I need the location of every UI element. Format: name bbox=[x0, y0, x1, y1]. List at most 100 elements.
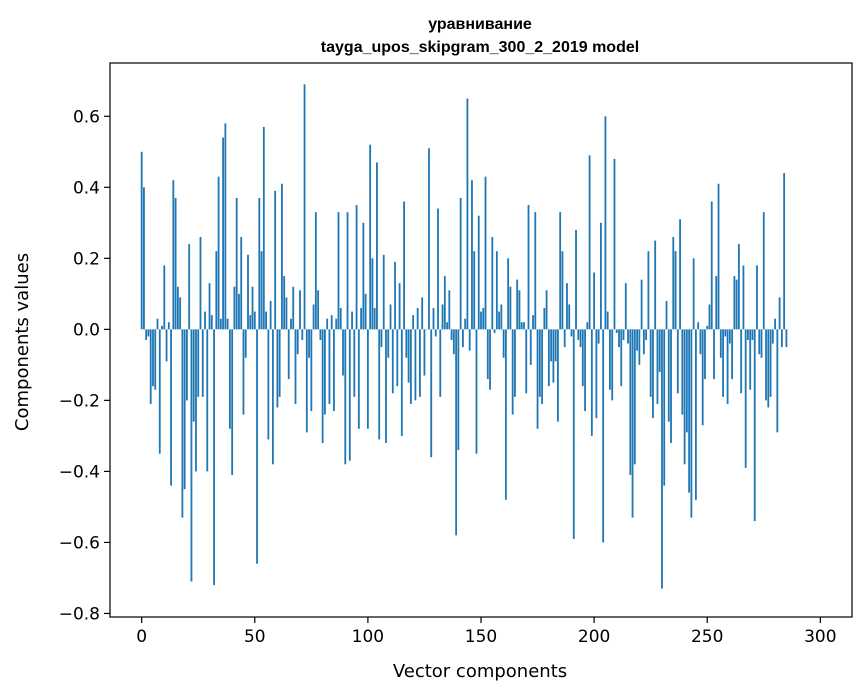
bar-component-247 bbox=[700, 329, 702, 354]
bar-component-69 bbox=[297, 329, 299, 354]
bar-component-251 bbox=[709, 304, 711, 329]
bar-component-138 bbox=[453, 329, 455, 354]
bar-component-147 bbox=[473, 251, 475, 329]
y-tick-label: 0.2 bbox=[73, 249, 100, 269]
bar-component-99 bbox=[365, 294, 367, 330]
bar-component-254 bbox=[715, 276, 717, 329]
bar-component-91 bbox=[347, 212, 349, 329]
bar-component-77 bbox=[315, 212, 317, 329]
bar-component-172 bbox=[530, 329, 532, 365]
bar-component-14 bbox=[172, 180, 174, 329]
bar-component-35 bbox=[220, 319, 222, 330]
bar-component-92 bbox=[349, 329, 351, 460]
bar-component-205 bbox=[605, 116, 607, 329]
bar-component-71 bbox=[301, 329, 303, 340]
bar-component-13 bbox=[170, 329, 172, 485]
bar-component-1 bbox=[143, 187, 145, 329]
bar-component-11 bbox=[166, 329, 168, 361]
x-tick-label: 250 bbox=[691, 627, 723, 647]
bar-component-171 bbox=[528, 205, 530, 329]
bar-component-231 bbox=[663, 329, 665, 485]
bar-component-109 bbox=[387, 329, 389, 357]
bar-component-175 bbox=[537, 329, 539, 428]
bar-component-206 bbox=[607, 312, 609, 330]
bar-component-58 bbox=[272, 329, 274, 464]
bar-component-78 bbox=[317, 290, 319, 329]
y-tick-label: 0.6 bbox=[73, 107, 100, 127]
bar-component-218 bbox=[634, 329, 636, 464]
bar-component-282 bbox=[779, 297, 781, 329]
y-tick-label: −0.4 bbox=[59, 462, 100, 482]
bar-component-243 bbox=[690, 329, 692, 517]
bar-component-124 bbox=[421, 297, 423, 329]
bar-component-274 bbox=[761, 329, 763, 357]
bar-component-149 bbox=[478, 216, 480, 330]
bar-component-148 bbox=[476, 329, 478, 453]
bar-component-281 bbox=[776, 329, 778, 432]
bar-component-187 bbox=[564, 329, 566, 347]
bar-component-244 bbox=[693, 258, 695, 329]
bar-component-164 bbox=[512, 329, 514, 414]
bar-component-117 bbox=[405, 329, 407, 357]
bar-component-116 bbox=[403, 202, 405, 330]
bar-component-83 bbox=[329, 329, 331, 404]
bar-component-94 bbox=[353, 329, 355, 396]
bar-component-228 bbox=[657, 329, 659, 404]
bar-component-196 bbox=[584, 329, 586, 411]
bar-component-272 bbox=[756, 265, 758, 329]
bar-component-248 bbox=[702, 329, 704, 425]
bar-component-198 bbox=[589, 155, 591, 329]
bar-component-113 bbox=[396, 329, 398, 386]
bar-component-285 bbox=[785, 329, 787, 347]
bar-component-162 bbox=[507, 258, 509, 329]
bar-component-277 bbox=[767, 329, 769, 407]
bar-component-66 bbox=[290, 319, 292, 330]
bar-component-75 bbox=[310, 329, 312, 411]
x-tick-label: 150 bbox=[465, 627, 497, 647]
chart-title-line-1: уравнивание bbox=[428, 16, 532, 33]
bar-component-47 bbox=[247, 255, 249, 330]
bar-component-185 bbox=[559, 212, 561, 329]
x-axis-label: Vector components bbox=[393, 661, 567, 682]
bar-component-255 bbox=[718, 184, 720, 330]
y-tick-label: 0.4 bbox=[73, 178, 100, 198]
bar-component-154 bbox=[489, 329, 491, 389]
bar-component-201 bbox=[595, 329, 597, 418]
bar-component-174 bbox=[534, 212, 536, 329]
bar-component-43 bbox=[238, 294, 240, 330]
bar-component-217 bbox=[632, 329, 634, 517]
bar-component-256 bbox=[720, 329, 722, 357]
bar-component-41 bbox=[234, 287, 236, 330]
bar-component-82 bbox=[326, 319, 328, 330]
bar-component-264 bbox=[738, 244, 740, 329]
bar-component-280 bbox=[774, 319, 776, 330]
bar-component-51 bbox=[256, 329, 258, 563]
bar-component-86 bbox=[335, 319, 337, 330]
bar-component-52 bbox=[258, 198, 260, 329]
bar-component-60 bbox=[277, 329, 279, 407]
bar-component-279 bbox=[772, 329, 774, 343]
bar-component-283 bbox=[781, 329, 783, 347]
bar-component-210 bbox=[616, 329, 618, 333]
bar-component-220 bbox=[638, 329, 640, 365]
y-tick-label: −0.8 bbox=[59, 604, 100, 624]
bar-component-223 bbox=[645, 329, 647, 340]
bar-component-257 bbox=[722, 329, 724, 396]
bar-component-262 bbox=[733, 276, 735, 329]
x-tick-label: 200 bbox=[578, 627, 610, 647]
bar-component-273 bbox=[758, 329, 760, 354]
bar-component-89 bbox=[342, 329, 344, 375]
bar-component-61 bbox=[279, 329, 281, 396]
bar-component-197 bbox=[586, 322, 588, 329]
bar-component-105 bbox=[378, 329, 380, 439]
bar-component-25 bbox=[197, 329, 199, 396]
bar-component-56 bbox=[267, 329, 269, 439]
bar-component-284 bbox=[783, 173, 785, 329]
bar-component-136 bbox=[448, 290, 450, 329]
bar-component-212 bbox=[620, 329, 622, 386]
bar-component-176 bbox=[539, 329, 541, 396]
bar-component-226 bbox=[652, 329, 654, 418]
bar-component-135 bbox=[446, 322, 448, 329]
